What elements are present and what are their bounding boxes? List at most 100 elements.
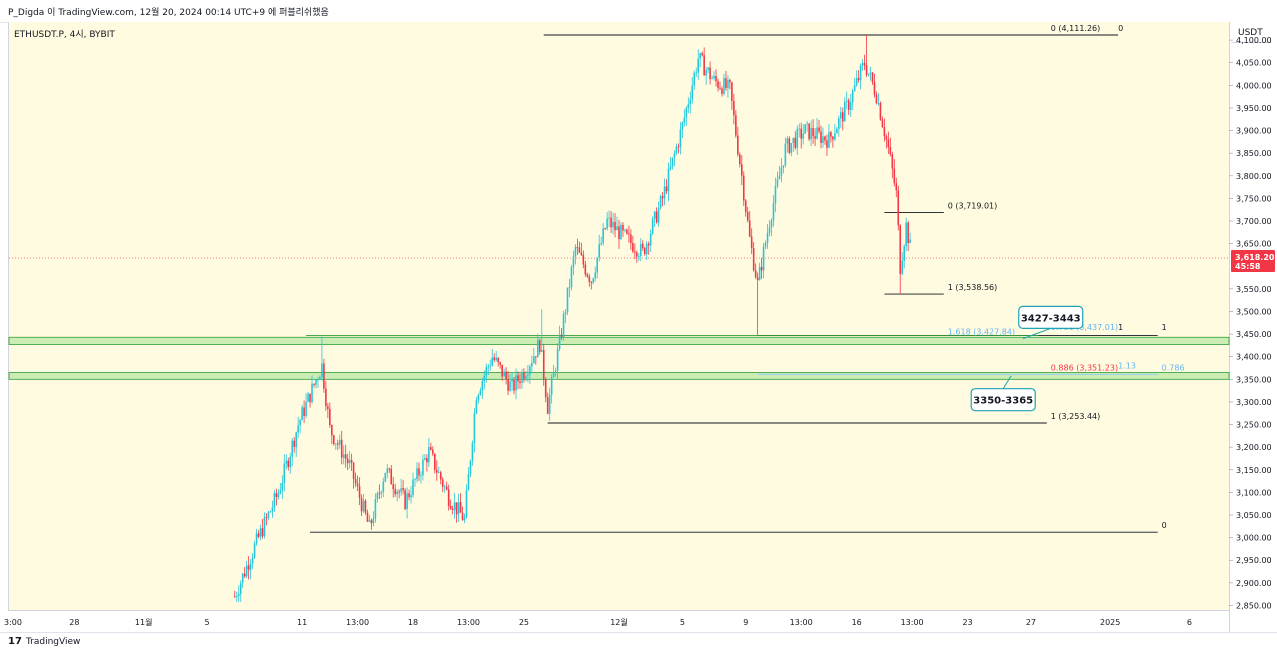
candle-body: [634, 251, 636, 253]
candle-body: [333, 435, 335, 444]
candle: [810, 120, 812, 147]
candle-body: [750, 236, 753, 249]
candle-body: [610, 217, 612, 228]
support-zone-1: [8, 336, 1230, 345]
candle: [342, 445, 345, 465]
candle: [683, 109, 686, 127]
candle: [279, 482, 282, 495]
price-axis[interactable]: [1229, 22, 1277, 632]
candle-body: [641, 243, 644, 248]
candle-body: [368, 520, 371, 522]
candle: [657, 201, 660, 227]
candle-body: [457, 502, 460, 515]
candle-body: [879, 102, 882, 120]
candle: [841, 107, 844, 131]
candle: [485, 363, 488, 383]
price-tick-label: 2,900.00: [1236, 579, 1272, 588]
candle: [689, 91, 692, 114]
candle: [556, 343, 559, 379]
candle-body: [352, 462, 355, 480]
candle-body: [707, 67, 709, 71]
candle: [744, 199, 747, 217]
candle: [784, 137, 787, 168]
candle: [336, 439, 339, 451]
candle: [398, 489, 400, 499]
candle-body: [271, 507, 274, 512]
candle: [802, 124, 804, 145]
candle: [830, 130, 832, 143]
candle-body: [550, 377, 553, 395]
candle: [428, 437, 430, 467]
time-tick-label: 13:00: [457, 618, 480, 627]
candle: [388, 467, 391, 473]
candle: [905, 217, 907, 252]
candle: [416, 462, 418, 483]
candle-body: [665, 186, 668, 192]
candle-body: [830, 132, 832, 137]
price-tick-label: 3,700.00: [1236, 217, 1272, 226]
candle-body: [503, 371, 505, 377]
candle-body: [885, 136, 888, 140]
candle: [517, 371, 519, 390]
candle: [305, 393, 307, 419]
candle: [651, 216, 654, 236]
candle-body: [887, 139, 890, 148]
candle: [626, 228, 628, 235]
candle: [265, 513, 268, 526]
candle-body: [907, 222, 909, 244]
candle-body: [257, 533, 260, 537]
candle: [780, 158, 783, 183]
candle: [746, 206, 749, 223]
candle-body: [792, 137, 795, 144]
candle-body: [721, 88, 723, 94]
candle-body: [507, 378, 509, 391]
time-axis[interactable]: [8, 610, 1229, 633]
candle: [334, 443, 337, 450]
candle: [469, 459, 472, 478]
candle: [742, 171, 745, 206]
candle-body: [400, 488, 402, 493]
candle-body: [709, 67, 711, 79]
candle: [269, 510, 272, 513]
candle-body: [544, 379, 547, 398]
candle: [578, 241, 581, 254]
candle-body: [376, 493, 379, 500]
candle: [366, 509, 369, 522]
candle-body: [798, 128, 801, 130]
candle-body: [416, 468, 418, 480]
candle: [404, 488, 406, 511]
candle: [812, 119, 814, 144]
candle: [586, 272, 589, 279]
candle: [435, 460, 438, 481]
candle: [687, 97, 690, 114]
candle: [620, 222, 622, 240]
currency-selector[interactable]: [1231, 22, 1271, 43]
candle-body: [251, 557, 254, 564]
candle: [313, 383, 315, 388]
fib-label: 1: [1162, 323, 1167, 332]
price-tick-label: 3,650.00: [1236, 240, 1272, 249]
price-tick-label: 3,200.00: [1236, 443, 1272, 452]
candle-body: [871, 72, 874, 83]
candle-body: [531, 362, 533, 367]
candle: [770, 218, 773, 237]
candle-body: [705, 70, 707, 76]
time-tick-label: 11: [297, 618, 307, 627]
candle: [853, 77, 856, 92]
candle-body: [412, 479, 414, 496]
fib-label: 0.886 (3,351.23): [1051, 363, 1118, 372]
candle-body: [443, 486, 446, 488]
candle-body: [392, 484, 395, 490]
symbol-legend[interactable]: ETHUSDT.P, 4시, BYBIT: [14, 30, 115, 40]
footer-brand: TradingView: [26, 637, 81, 647]
candle-body: [731, 82, 733, 102]
candle-body: [384, 472, 387, 482]
candle: [277, 488, 280, 500]
candle-body: [742, 175, 745, 201]
candle: [645, 240, 648, 260]
candle-body: [596, 257, 599, 273]
candle-body: [582, 254, 585, 265]
candle: [293, 437, 295, 453]
candle: [430, 442, 432, 451]
time-tick-label: 11월: [135, 617, 153, 627]
